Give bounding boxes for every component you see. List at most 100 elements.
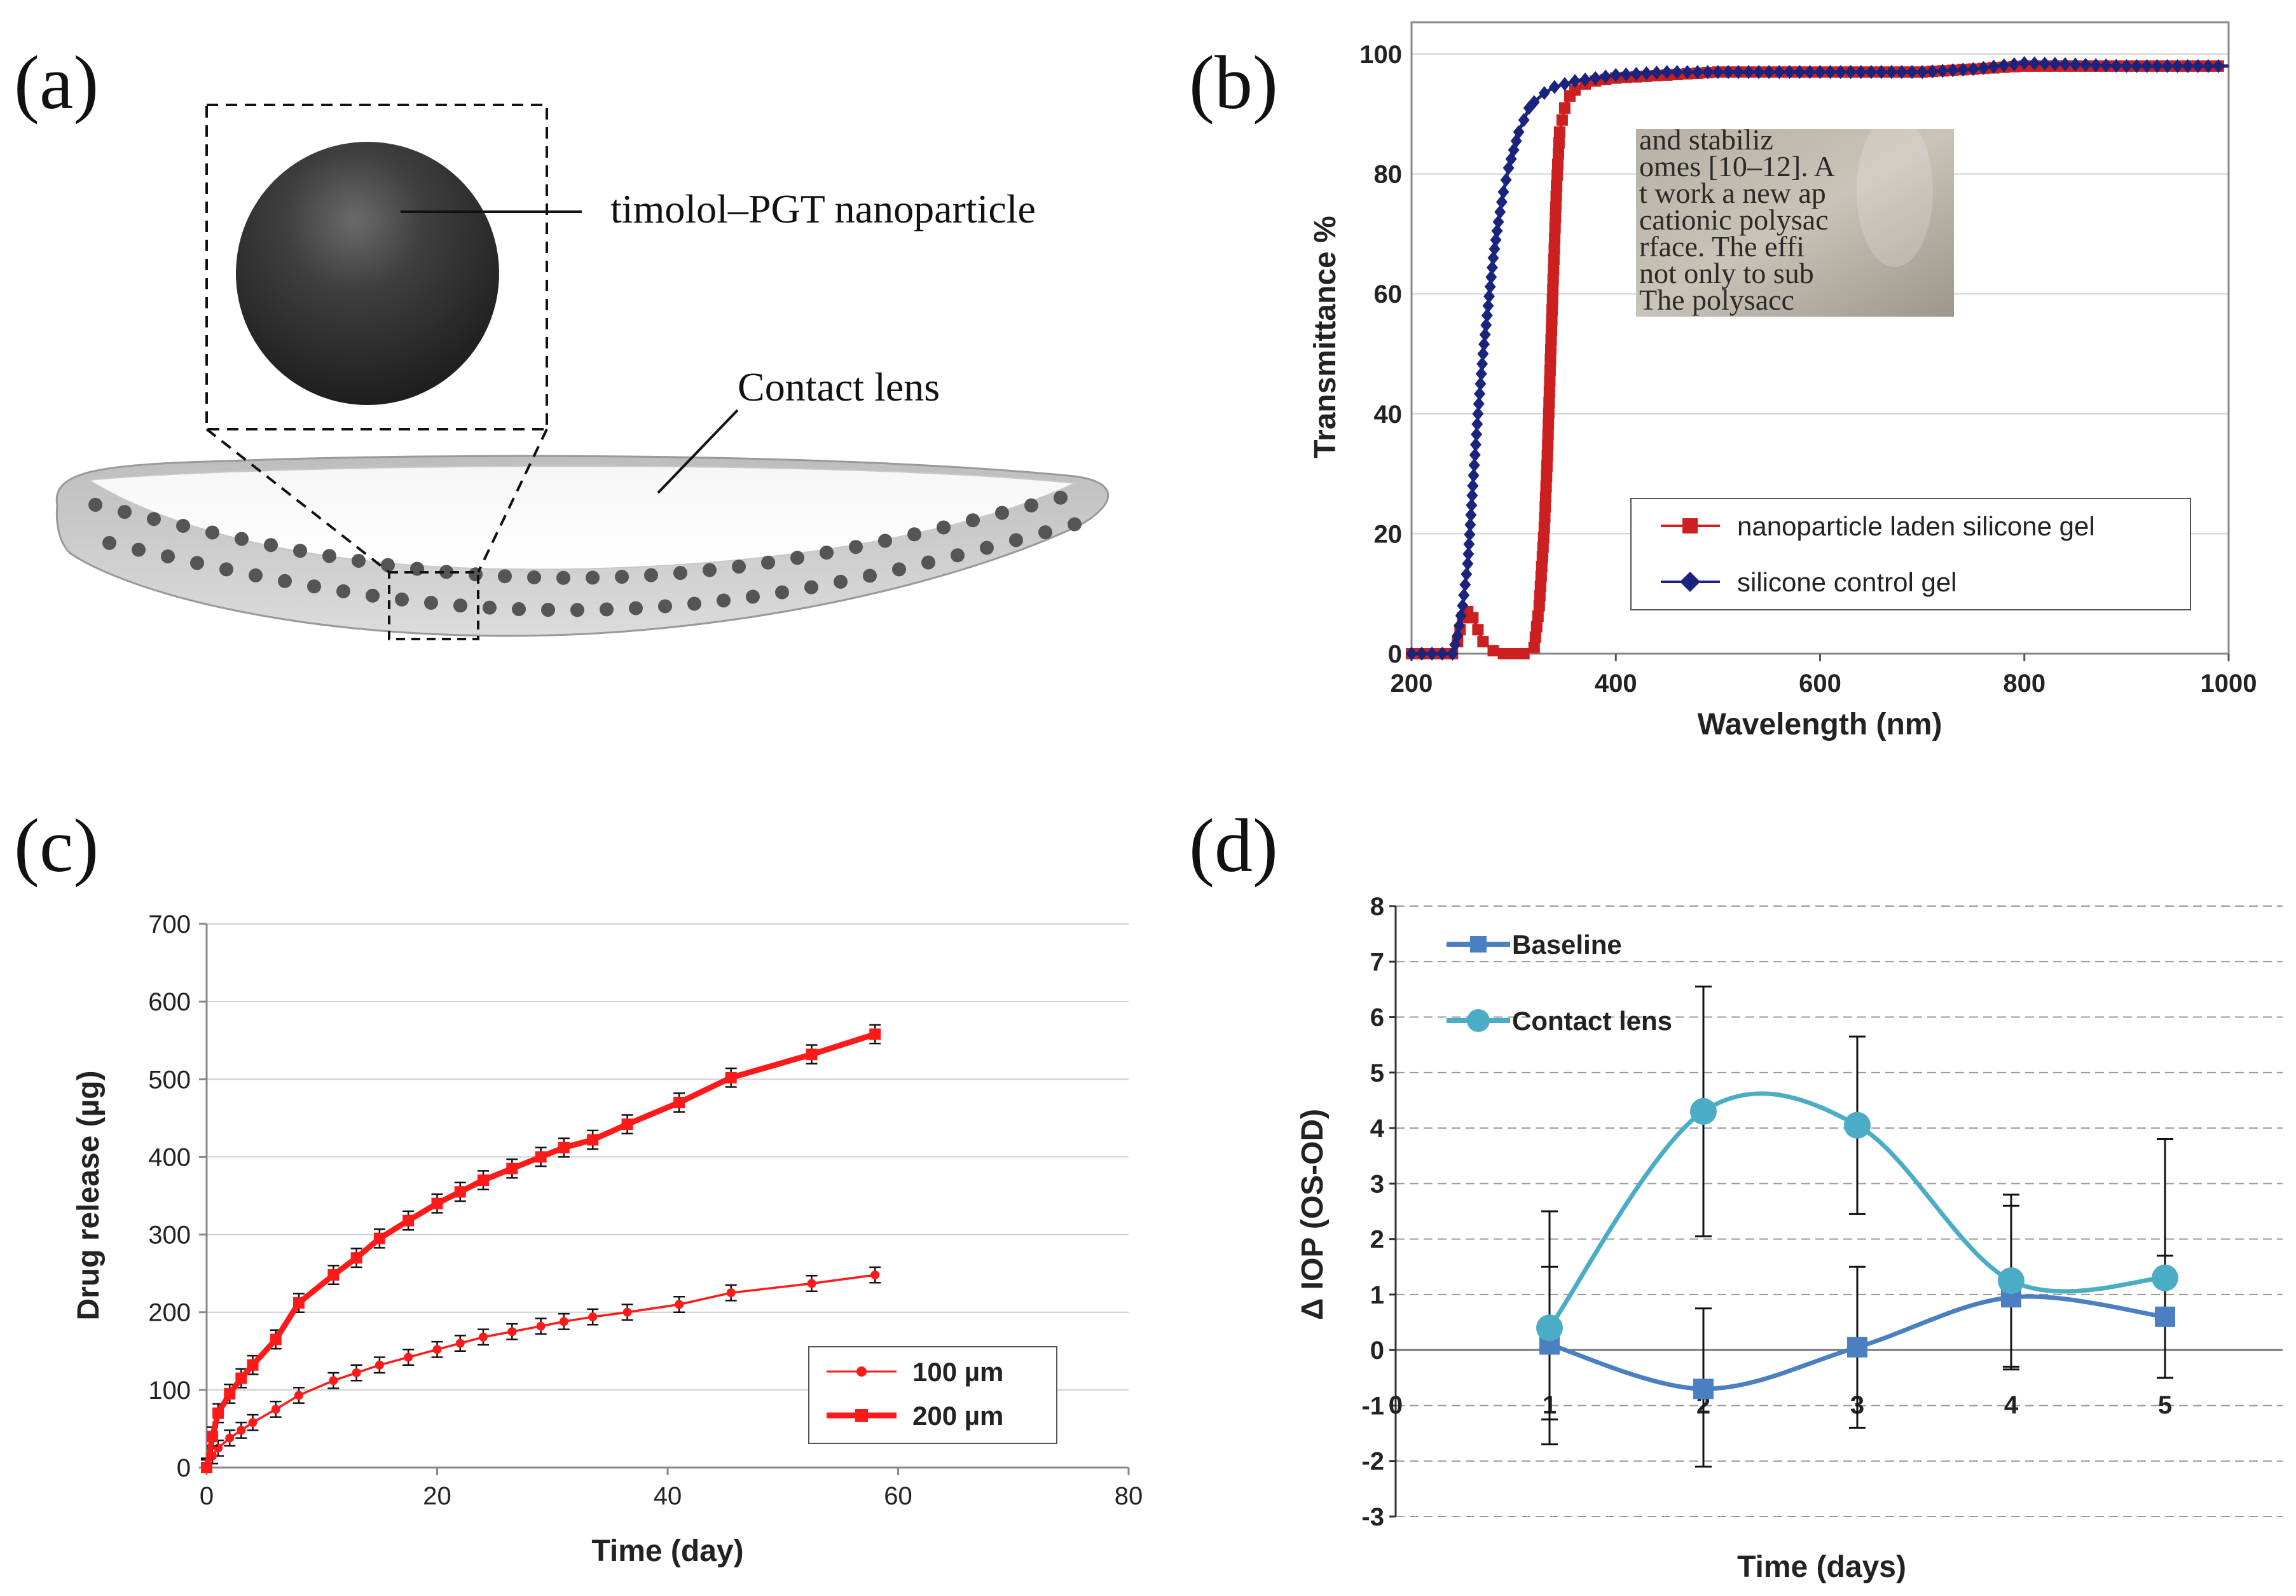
data-point-control xyxy=(1474,387,1486,401)
data-point-nanoparticle xyxy=(1547,284,1559,296)
data-point-100um xyxy=(870,1270,880,1280)
data-point-100um xyxy=(248,1418,258,1427)
data-point-200um xyxy=(673,1096,685,1108)
data-point-control xyxy=(1461,567,1473,582)
inset-text-line: omes [10–12]. A xyxy=(1639,150,1835,182)
lens-dot xyxy=(600,602,614,617)
data-point-control xyxy=(2100,58,2112,72)
data-point-nanoparticle xyxy=(1556,114,1568,126)
data-point-nanoparticle xyxy=(1536,551,1548,563)
inset-text-line: rface. The effi xyxy=(1639,230,1804,263)
data-point-nanoparticle xyxy=(1551,169,1564,181)
data-point-200um xyxy=(587,1134,599,1146)
x-tick-label: 0 xyxy=(200,1482,214,1510)
data-point-100um xyxy=(588,1312,598,1322)
data-point-nanoparticle xyxy=(1538,522,1550,533)
x-tick-label: 5 xyxy=(2158,1391,2172,1419)
data-point-control xyxy=(1485,270,1497,284)
lens-dot xyxy=(366,588,380,603)
data-point-control xyxy=(1458,588,1470,603)
data-point-100um xyxy=(404,1352,413,1362)
lens-dot xyxy=(453,598,467,613)
panel-c: (c) 0 100 200 300 400 500 600 700 0 20 40 60 80 Time… xyxy=(14,803,1143,1568)
lens-dot xyxy=(980,540,994,555)
data-point-nanoparticle xyxy=(1545,334,1557,346)
lens-dot xyxy=(219,562,233,577)
data-point-nanoparticle xyxy=(1544,364,1556,376)
legend-text-100um: 100 µm xyxy=(912,1357,1003,1387)
lens-dot xyxy=(775,585,789,600)
data-point-control xyxy=(2110,58,2122,73)
data-point-control xyxy=(1488,242,1501,256)
data-point-200um xyxy=(558,1141,570,1153)
data-point-baseline xyxy=(1693,1379,1714,1400)
data-point-control xyxy=(1495,195,1508,209)
data-point-100um xyxy=(294,1391,303,1400)
data-point-control xyxy=(1814,65,1826,79)
x-tick-label: 80 xyxy=(1115,1482,1143,1510)
data-point-control xyxy=(1885,65,1897,79)
nanoparticle-sphere xyxy=(236,142,499,405)
data-point-control xyxy=(1610,68,1622,83)
y-tick-label: 0 xyxy=(1370,1337,1384,1365)
data-point-nanoparticle xyxy=(1543,407,1555,419)
lens-dot xyxy=(966,513,980,528)
y-tick-label: 500 xyxy=(148,1066,191,1094)
zoom-line-right xyxy=(477,429,548,573)
y-tick-label: 80 xyxy=(1374,161,1403,189)
y-tick-label: 100 xyxy=(148,1377,191,1405)
panel-c-ylabel: Drug release (µg) xyxy=(72,1070,106,1320)
legend-marker-control xyxy=(1680,572,1700,592)
lens-dot xyxy=(1054,490,1068,505)
data-point-nanoparticle xyxy=(1467,612,1479,624)
data-point-200um xyxy=(350,1252,362,1264)
data-point-nanoparticle xyxy=(1544,354,1557,366)
lens-leader-line xyxy=(657,409,739,494)
data-point-nanoparticle xyxy=(1553,137,1565,149)
lens-dot xyxy=(205,525,219,540)
data-point-control xyxy=(1640,66,1653,81)
data-point-control xyxy=(1630,67,1642,81)
y-tick-label: 2 xyxy=(1370,1226,1384,1254)
data-point-control xyxy=(1464,527,1476,542)
lens-dot xyxy=(352,554,366,568)
y-tick-label: -1 xyxy=(1361,1392,1384,1420)
data-point-100um xyxy=(329,1376,338,1386)
data-point-control xyxy=(1416,647,1428,661)
panel-b-legend: nanoparticle laden silicone gel silicone… xyxy=(1630,498,2191,610)
data-point-nanoparticle xyxy=(1534,590,1546,602)
lens-dot xyxy=(424,596,438,610)
data-point-100um xyxy=(271,1405,280,1414)
data-point-control xyxy=(1472,406,1484,421)
panel-d-xlabel: Time (days) xyxy=(1737,1550,1906,1584)
lens-dot xyxy=(132,542,146,557)
panel-c-legend: 100 µm 200 µm xyxy=(808,1346,1057,1444)
data-point-control xyxy=(1712,65,1724,79)
x-tick-label: 800 xyxy=(2003,670,2045,698)
lens-dot xyxy=(336,584,350,598)
data-point-200um xyxy=(201,1462,212,1473)
data-point-control xyxy=(1469,437,1481,452)
data-point-control xyxy=(1691,65,1703,79)
data-point-200um xyxy=(431,1197,443,1209)
data-point-control xyxy=(1845,65,1857,79)
y-tick-label: 3 xyxy=(1370,1170,1384,1198)
data-point-contact-lens xyxy=(1690,1097,1717,1125)
data-point-nanoparticle xyxy=(1549,222,1561,234)
panel-c-series xyxy=(201,1024,881,1473)
data-point-control xyxy=(1500,173,1512,188)
data-point-nanoparticle xyxy=(1549,233,1561,244)
data-point-control xyxy=(1988,59,2000,74)
data-point-contact-lens xyxy=(1998,1267,2024,1295)
lens-dot xyxy=(190,556,204,570)
data-point-nanoparticle xyxy=(1477,636,1489,648)
data-point-nanoparticle xyxy=(1537,541,1549,553)
data-point-100um xyxy=(622,1307,632,1317)
data-point-control xyxy=(1459,577,1471,592)
data-point-control xyxy=(1558,77,1571,92)
data-point-control xyxy=(1569,74,1581,88)
data-point-200um xyxy=(224,1387,236,1400)
data-point-control xyxy=(1967,62,1979,76)
lens-dot xyxy=(541,603,555,617)
inset-text-line: not only to sub xyxy=(1639,257,1814,289)
